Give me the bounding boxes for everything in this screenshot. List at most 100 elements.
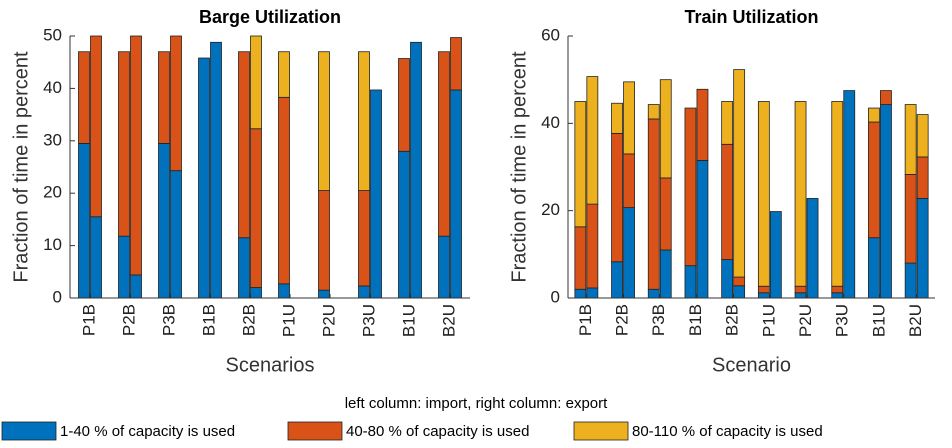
x-tick-label: B1B — [199, 304, 218, 336]
bar-segment — [647, 288, 660, 299]
bar-segment — [794, 285, 807, 294]
bar-segment — [769, 211, 782, 299]
x-tick-label: B2B — [723, 304, 742, 336]
x-tick-label: B2U — [906, 304, 925, 337]
bar-segment — [757, 292, 770, 299]
bar-segment — [611, 132, 623, 263]
bar-segment — [278, 96, 290, 285]
bar-segment — [398, 150, 410, 299]
bar-segment — [831, 285, 844, 294]
bar-segment — [757, 285, 770, 294]
bar-segment — [410, 41, 422, 299]
y-tick-label: 20 — [43, 183, 62, 202]
y-axis-label: Fraction of time in percent — [10, 51, 32, 283]
legend-swatch — [287, 421, 343, 441]
subplot-title: Train Utilization — [684, 7, 818, 27]
y-axis-label: Fraction of time in percent — [508, 51, 530, 283]
bar-segment — [623, 153, 635, 209]
y-tick-label: 30 — [43, 130, 62, 149]
bar-segment — [696, 160, 709, 299]
bar-segment — [318, 190, 330, 291]
bar-segment — [916, 114, 929, 158]
bar-segment — [684, 265, 697, 299]
bar-segment — [721, 259, 734, 299]
bar-segment — [880, 104, 892, 299]
bar-segment — [721, 143, 734, 260]
x-tick-label: P2U — [319, 304, 338, 337]
bar-segment — [696, 88, 709, 161]
x-tick-label: P1U — [279, 304, 298, 337]
bar-segment — [659, 79, 672, 179]
bar-segment — [611, 102, 623, 134]
x-tick-label: P3U — [359, 304, 378, 337]
bar-segment — [450, 89, 462, 299]
bar-segment — [130, 35, 142, 276]
bar-segment — [438, 51, 450, 237]
bar-segment — [904, 262, 917, 299]
bar-segment — [118, 235, 130, 299]
y-tick-label: 40 — [541, 113, 560, 132]
bar-segment — [210, 41, 222, 299]
bar-segment — [370, 89, 382, 299]
subplot: Barge Utilization 0 10 20 30 40 50 P1B P2B P3B B1B… — [10, 7, 470, 376]
bar-segment — [398, 58, 410, 152]
x-tick-label: P2U — [796, 304, 815, 337]
bar-segment — [586, 76, 599, 205]
bar-segment — [318, 51, 330, 191]
bar-segment — [868, 107, 880, 123]
x-tick-label: P2B — [613, 304, 632, 336]
bar-segment — [757, 101, 770, 287]
x-axis-label: Scenarios — [226, 354, 315, 376]
bar-segment — [916, 156, 929, 199]
bar-segment — [794, 292, 807, 299]
x-tick-label: B1U — [869, 304, 888, 337]
bar-segment — [659, 249, 672, 299]
legend-label: 40-80 % of capacity is used — [346, 423, 529, 440]
bar-segment — [733, 285, 746, 299]
bar-segment — [831, 101, 844, 287]
legend-swatch — [1, 421, 57, 441]
bar-segment — [611, 261, 623, 299]
bar-segment — [647, 118, 660, 290]
x-tick-label: P1U — [759, 304, 778, 337]
x-tick-label: P1B — [576, 304, 595, 336]
bar-segment — [250, 35, 262, 130]
bar-segment — [868, 237, 880, 299]
bar-segment — [684, 107, 697, 267]
y-tick-label: 0 — [551, 287, 560, 306]
bar-segment — [574, 101, 587, 228]
x-tick-label: P3B — [159, 304, 178, 336]
bar-segment — [358, 51, 370, 191]
bar-segment — [78, 51, 90, 144]
bar-segment — [623, 81, 635, 155]
x-tick-label: B1B — [686, 304, 705, 336]
bar-segment — [170, 170, 182, 299]
y-tick-label: 60 — [541, 25, 560, 44]
bar-segment — [118, 51, 130, 237]
bar-segment — [158, 51, 170, 144]
bar-segment — [158, 143, 170, 299]
bar-segment — [90, 216, 102, 299]
bar-segment — [843, 90, 856, 299]
bar-segment — [868, 121, 880, 239]
bar-segment — [238, 51, 250, 239]
y-tick-label: 40 — [43, 78, 62, 97]
bar-segment — [574, 288, 587, 299]
bar-segment — [78, 143, 90, 299]
legend-label: 80-110 % of capacity is used — [632, 423, 823, 440]
bar-segment — [90, 35, 102, 218]
bar-segment — [904, 174, 917, 264]
legend-title: left column: import, right column: expor… — [345, 395, 608, 412]
bar-segment — [586, 203, 599, 289]
bar-segment — [831, 292, 844, 299]
bar-segment — [721, 101, 734, 145]
bar-segment — [358, 190, 370, 287]
bar-segment — [659, 177, 672, 251]
bar-segment — [250, 128, 262, 288]
bar-segment — [916, 198, 929, 299]
x-tick-label: B1U — [399, 304, 418, 337]
bar-segment — [794, 101, 807, 287]
bar-segment — [238, 237, 250, 299]
bar-segment — [450, 37, 462, 91]
